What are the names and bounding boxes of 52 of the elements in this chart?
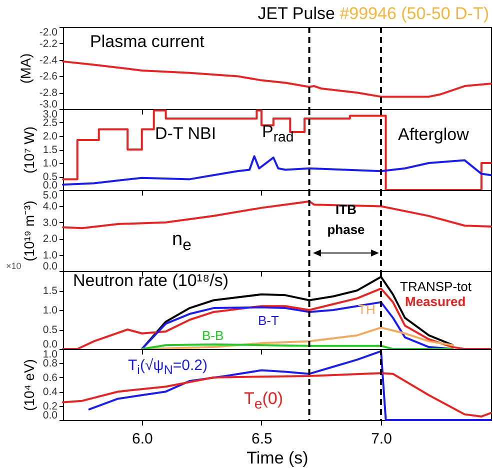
y-tick-label: 0.4 — [42, 386, 58, 398]
y-axis-title: (MA) — [17, 53, 34, 84]
text: ×10 — [6, 261, 22, 271]
annotation: Plasma current — [90, 32, 204, 51]
y-tick-label: 0.8 — [42, 358, 58, 370]
annotation: D-T NBI — [155, 124, 216, 143]
series-label: T$_{e}$(0) — [244, 389, 284, 412]
series-label: TRANSP-tot — [400, 279, 472, 294]
y-tick-label: 0.0 — [42, 410, 58, 422]
y-tick-label: 3.0 — [42, 216, 58, 229]
y-tick-label: -3.0 — [39, 98, 58, 110]
y-tick-label: 1.5 — [42, 144, 58, 156]
y-tick-label: 0.6 — [42, 372, 58, 384]
y-tick-label: 1.0 — [42, 304, 58, 316]
x-tick-label: 6.0 — [132, 430, 153, 448]
y-tick-label: 5.0 — [42, 190, 58, 202]
y-tick-label: 1.0 — [42, 158, 58, 170]
y-tick-label: -2.8 — [39, 87, 58, 100]
series-label: B-T — [258, 313, 279, 328]
x-tick-label: 6.5 — [252, 430, 272, 448]
annotation: n$_{e}$ — [172, 229, 192, 254]
y-tick-label: -2.0 — [39, 26, 58, 38]
annotation: ITB phase — [326, 201, 366, 239]
y-tick-label: 2.0 — [42, 130, 58, 142]
series-label: B-B — [202, 328, 224, 343]
y-axis-title: (10⁴ eV) — [20, 359, 37, 411]
y-tick-label: 0.5 — [42, 324, 58, 336]
annotation: Afterglow — [398, 125, 469, 144]
annotation: P$_{rad}$ — [262, 122, 294, 146]
y-tick-label: -2.4 — [39, 54, 58, 66]
y-tick-label: 0.0 — [42, 338, 58, 350]
y-tick-label: 4.0 — [42, 200, 58, 213]
y-axis-title: (10¹⁹ m⁻³) — [20, 200, 37, 262]
annotation: Neutron rate (10¹⁸/s) — [73, 271, 229, 290]
series-label: Measured — [405, 294, 466, 309]
y-tick-label: -2.6 — [39, 70, 58, 83]
x-axis-title: Time (s) — [246, 448, 308, 468]
series-label: T$_{i}$(√ψ$_{N}$=0.2) — [128, 357, 208, 377]
y-tick-label: 0.0 — [42, 260, 58, 272]
y-tick-label: 2.5 — [42, 117, 58, 129]
chart-title: JET Pulse — [258, 4, 335, 23]
y-tick-label: 2.0 — [42, 233, 58, 246]
y-tick-label: 0.0 — [42, 180, 58, 192]
series-label: TH — [358, 302, 376, 317]
y-tick-label: 1.0 — [42, 348, 58, 360]
y-tick-label: -2.2 — [39, 38, 58, 50]
y-tick-label: 1.5 — [42, 285, 58, 297]
chart-subtitle: #99946 (50-50 D-T) — [340, 4, 489, 23]
y-tick-label: 0.2 — [42, 400, 58, 412]
x-tick-label: 7.0 — [371, 430, 392, 448]
y-tick-label: 1.0 — [42, 249, 58, 262]
y-axis-title: (10⁷ W) — [20, 126, 37, 174]
